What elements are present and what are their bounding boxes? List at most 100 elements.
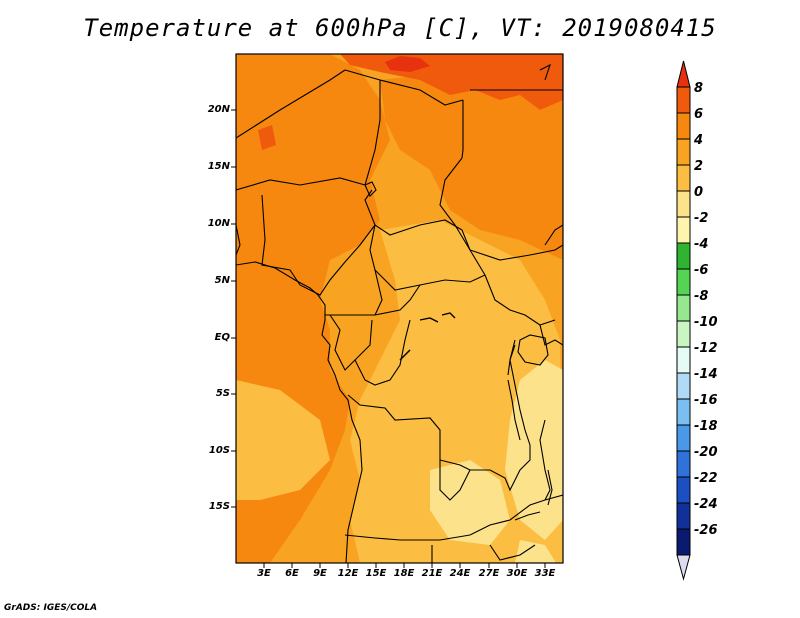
river-congo-1 xyxy=(419,317,439,323)
border-zambia-south xyxy=(469,499,546,536)
field-warm-northeast xyxy=(380,70,563,260)
colorbar-cap-bottom xyxy=(676,554,691,581)
colorbar-label-m24: -24 xyxy=(694,497,718,512)
border-malawi xyxy=(539,419,551,501)
red-sea-coast xyxy=(539,63,551,81)
lon-label-15e: 15E xyxy=(365,568,387,579)
border-cameroon-chad xyxy=(364,189,376,226)
field-cool-west xyxy=(236,380,330,500)
lake-kariba xyxy=(514,511,541,521)
coast-gulf-of-guinea xyxy=(236,261,363,563)
colorbar-label-m10: -10 xyxy=(694,315,718,330)
border-gabon-congo xyxy=(329,314,373,371)
map-frame xyxy=(235,53,564,564)
field-hottest-patch xyxy=(385,56,430,72)
coastline xyxy=(236,63,553,563)
colorbar-label-m12: -12 xyxy=(694,341,718,356)
lon-label-9e: 9E xyxy=(313,568,327,579)
lake-malawi xyxy=(547,469,553,506)
colorbar-label-m18: -18 xyxy=(694,419,718,434)
coast-west xyxy=(236,224,241,256)
field-hot-west-patch xyxy=(258,125,276,150)
rivers xyxy=(399,312,456,361)
lat-label-15s: 15S xyxy=(208,501,230,512)
grads-credit: GrADS: IGES/COLA xyxy=(4,603,98,613)
colorbar-label-m2: -2 xyxy=(694,211,709,226)
colorbar-label-0: 0 xyxy=(694,185,704,200)
colorbar-label-4: 4 xyxy=(694,133,704,148)
colorbar-segment xyxy=(676,320,691,348)
colorbar-cap-top xyxy=(676,60,691,88)
colorbar-label-m4: -4 xyxy=(694,237,709,252)
border-niger-nigeria xyxy=(236,177,366,191)
colorbar-segment xyxy=(676,86,691,114)
border-drc-west xyxy=(354,319,411,386)
colorbar-label-m26: -26 xyxy=(694,523,718,538)
colorbar-label-m14: -14 xyxy=(694,367,718,382)
lon-label-18e: 18E xyxy=(393,568,415,579)
lat-label-10s: 10S xyxy=(208,445,230,456)
map-title: Temperature at 600hPa [C], VT: 201908041… xyxy=(83,14,717,42)
colorbar-label-m22: -22 xyxy=(694,471,718,486)
colorbar-segment xyxy=(676,242,691,270)
lon-label-24e: 24E xyxy=(449,568,471,579)
lat-label-eq: EQ xyxy=(214,332,230,343)
border-angola-namibia xyxy=(344,534,471,541)
border-chad-sudan xyxy=(439,157,471,251)
border-drc-zambia xyxy=(470,445,531,492)
colorbar-segment xyxy=(676,294,691,322)
border-car-south xyxy=(374,269,486,291)
lon-label-3e: 3E xyxy=(257,568,271,579)
colorbar-segment xyxy=(676,138,691,166)
lat-label-15n: 15N xyxy=(207,161,230,172)
colorbar-segment xyxy=(676,164,691,192)
colorbar-segment xyxy=(676,268,691,296)
colorbar-segment xyxy=(676,424,691,452)
border-algeria-niger xyxy=(236,69,346,139)
colorbar-segment xyxy=(676,346,691,374)
colorbar-segment xyxy=(676,450,691,478)
river-congo-3 xyxy=(399,349,411,361)
colorbar-label-m20: -20 xyxy=(694,445,718,460)
country-borders xyxy=(236,69,563,563)
lat-label-5s: 5S xyxy=(215,388,230,399)
lon-label-6e: 6E xyxy=(285,568,299,579)
border-nigeria-cameroon xyxy=(261,194,376,296)
colorbar-label-2: 2 xyxy=(694,159,704,174)
lon-label-30e: 30E xyxy=(506,568,528,579)
border-libya-chad xyxy=(461,100,464,159)
lat-ticks xyxy=(231,109,236,508)
field-coolest-southeast xyxy=(515,540,556,563)
border-south-sudan-drc xyxy=(484,274,556,326)
border-drc-angola xyxy=(347,394,471,471)
lon-label-12e: 12E xyxy=(337,568,359,579)
lake-chad xyxy=(364,181,377,197)
colorbar xyxy=(676,60,691,581)
lat-label-10n: 10N xyxy=(207,218,230,229)
border-niger-chad xyxy=(364,80,381,186)
lat-label-5n: 5N xyxy=(214,275,230,286)
colorbar-segment xyxy=(676,216,691,244)
colorbar-label-m16: -16 xyxy=(694,393,718,408)
border-sudan-south xyxy=(469,244,563,261)
colorbar-segment xyxy=(676,398,691,426)
colorbar-segment xyxy=(676,476,691,504)
colorbar-label-8: 8 xyxy=(694,81,704,96)
border-cameroon-car xyxy=(369,224,383,316)
border-zimbabwe xyxy=(489,544,536,561)
colorbar-segment xyxy=(676,502,691,530)
lake-albert xyxy=(507,344,516,376)
colorbar-segment xyxy=(676,112,691,140)
border-libya-niger xyxy=(344,69,464,106)
border-tanzania-mozambique xyxy=(544,494,563,501)
colorbar-label-m6: -6 xyxy=(694,263,709,278)
lon-label-21e: 21E xyxy=(421,568,443,579)
lon-ticks xyxy=(263,563,546,568)
colorbar-segment xyxy=(676,372,691,400)
lake-tanganyika xyxy=(507,379,521,441)
lon-label-33e: 33E xyxy=(534,568,556,579)
border-uganda xyxy=(539,324,563,346)
border-angola-east xyxy=(439,460,471,501)
lon-label-27e: 27E xyxy=(478,568,500,579)
